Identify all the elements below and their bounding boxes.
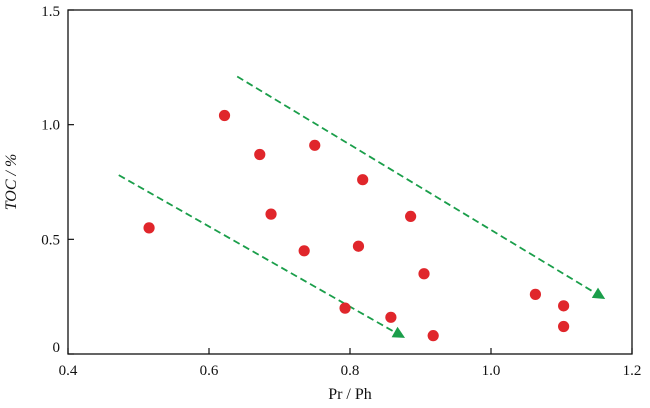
y-tick-label: 1.5	[41, 4, 60, 20]
data-point	[385, 311, 397, 323]
trend-arrow-line	[236, 75, 596, 294]
data-point	[309, 139, 321, 151]
data-point	[218, 109, 231, 122]
trend-arrow-line	[118, 174, 396, 333]
data-point	[143, 222, 155, 234]
y-axis-ticks: 0 0.5 1.0 1.5	[41, 4, 74, 356]
data-point	[352, 240, 365, 252]
data-point	[405, 210, 417, 222]
x-tick-label: 1.2	[623, 363, 642, 379]
x-tick-label: 0.4	[59, 363, 78, 379]
data-point	[254, 148, 266, 161]
y-axis-title: TOC / %	[3, 154, 20, 211]
data-point	[529, 288, 542, 300]
trend-arrow-head	[391, 326, 405, 338]
data-point	[418, 268, 430, 280]
data-point	[427, 330, 439, 342]
data-point	[558, 300, 570, 312]
data-point	[265, 208, 277, 220]
data-point	[357, 174, 369, 186]
x-axis-title: Pr / Ph	[328, 386, 372, 403]
plot-frame	[67, 9, 633, 355]
data-points	[143, 109, 570, 342]
trend-arrow-head	[591, 287, 606, 299]
data-point	[339, 302, 351, 314]
y-tick-label: 0	[53, 340, 61, 356]
x-axis-ticks: 0.4 0.6 0.8 1.0 1.2	[59, 348, 642, 379]
data-point	[558, 320, 570, 333]
x-tick-label: 0.8	[341, 363, 360, 379]
x-tick-label: 0.6	[200, 363, 219, 379]
y-tick-label: 1.0	[41, 118, 60, 134]
x-tick-label: 1.0	[482, 363, 501, 379]
data-point	[298, 245, 310, 257]
y-tick-label: 0.5	[41, 232, 60, 248]
